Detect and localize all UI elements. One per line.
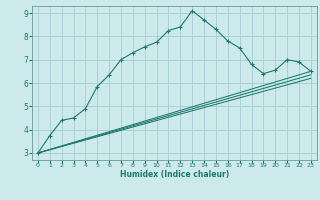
X-axis label: Humidex (Indice chaleur): Humidex (Indice chaleur) <box>120 170 229 179</box>
